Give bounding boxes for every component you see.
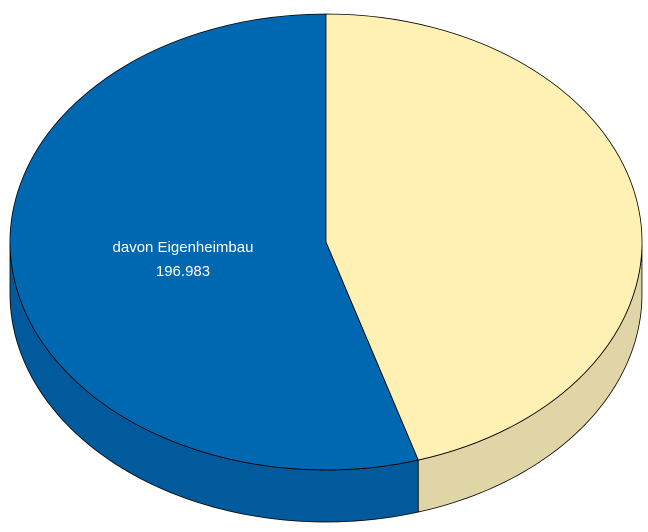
pie-slice-0: [9, 13, 419, 471]
slice-value-0: 196.983: [156, 263, 210, 280]
pie-labels: davon Eigenheimbau 196.983: [113, 239, 254, 280]
pie-slice-1: [325, 13, 643, 461]
pie-tops: [9, 13, 643, 471]
slice-label-0: davon Eigenheimbau: [113, 239, 254, 256]
